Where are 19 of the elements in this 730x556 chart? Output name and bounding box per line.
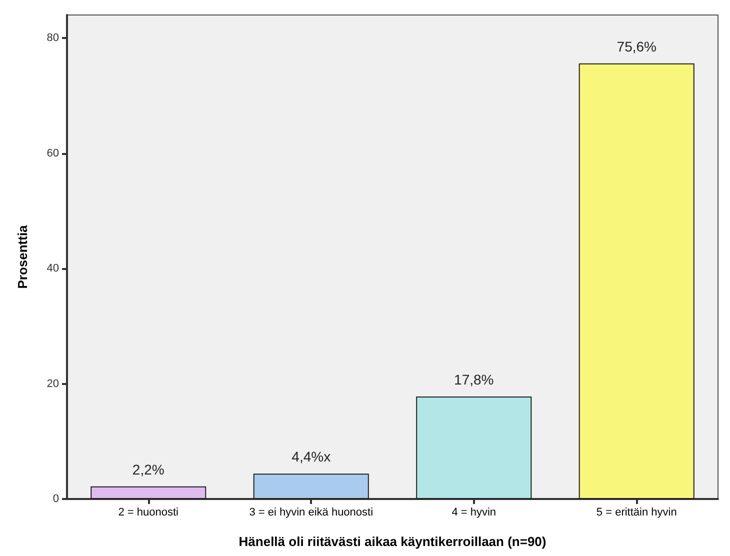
y-tick-label: 40	[46, 262, 59, 275]
data-label: 17,8%	[454, 371, 494, 388]
y-axis-title: Prosenttia	[15, 224, 30, 289]
bar	[90, 486, 206, 499]
x-tick-label: 2 = huonosti	[118, 506, 178, 518]
bar	[416, 396, 532, 499]
y-tick-label: 60	[46, 147, 59, 160]
x-tick-label: 3 = ei hyvin eikä huonosti	[249, 506, 374, 518]
y-tick-label: 80	[46, 32, 59, 44]
x-tick-label: 4 = hyvin	[452, 506, 496, 518]
data-label: 75,6%	[616, 38, 656, 54]
x-tick-label: 5 = erittäin hyvin	[596, 506, 677, 518]
bar	[578, 63, 694, 499]
y-tick-label: 20	[46, 378, 59, 390]
x-axis-title: Hänellä oli riitävästi aikaa käyntikerroillaan (n=90)	[238, 534, 546, 549]
data-label: 4,4%x	[292, 448, 331, 465]
data-label: 2,2%	[132, 461, 164, 478]
bar	[253, 474, 369, 499]
y-tick-label: 0	[52, 493, 59, 505]
